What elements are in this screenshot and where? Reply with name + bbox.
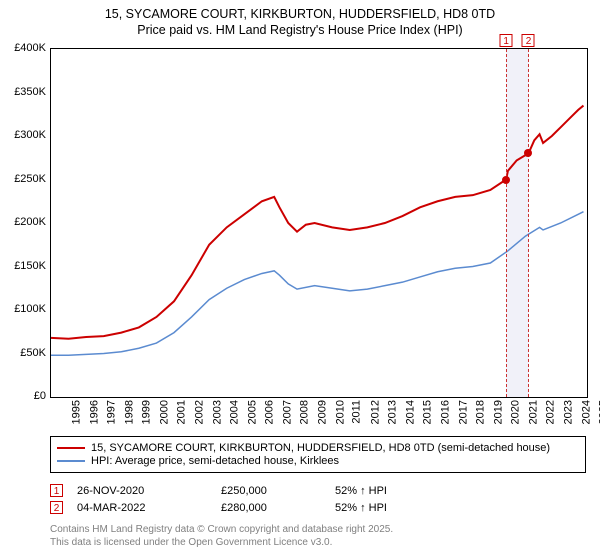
legend-row-price-paid: 15, SYCAMORE COURT, KIRKBURTON, HUDDERSF… <box>57 442 579 454</box>
y-axis-label: £300K <box>2 129 46 141</box>
x-axis-label: 1998 <box>123 400 135 424</box>
sale-row-date: 04-MAR-2022 <box>77 502 207 514</box>
x-axis-label: 2021 <box>527 400 539 424</box>
series-price_paid <box>51 106 583 339</box>
y-axis-label: £0 <box>2 390 46 402</box>
x-axis-label: 2023 <box>563 400 575 424</box>
x-axis-label: 2010 <box>334 400 346 424</box>
y-axis-label: £400K <box>2 42 46 54</box>
legend-row-hpi: HPI: Average price, semi-detached house,… <box>57 455 579 467</box>
x-axis-label: 2017 <box>457 400 469 424</box>
x-axis-label: 2019 <box>492 400 504 424</box>
x-axis-label: 2014 <box>404 400 416 424</box>
x-axis-label: 2020 <box>510 400 522 424</box>
sale-row-hpi: 52% ↑ HPI <box>335 485 455 497</box>
x-axis-label: 2005 <box>246 400 258 424</box>
footer-line1: Contains HM Land Registry data © Crown c… <box>50 524 393 537</box>
x-axis-label: 2006 <box>264 400 276 424</box>
sale-marker-label: 1 <box>500 31 513 49</box>
legend-swatch-hpi <box>57 460 85 462</box>
x-axis-label: 1995 <box>70 400 82 424</box>
x-axis-label: 1999 <box>141 400 153 424</box>
sale-marker-line <box>506 49 507 397</box>
x-axis-label: 2015 <box>422 400 434 424</box>
x-axis-label: 1996 <box>88 400 100 424</box>
sale-row-hpi: 52% ↑ HPI <box>335 502 455 514</box>
sale-row-date: 26-NOV-2020 <box>77 485 207 497</box>
chart-plot-area: 12 <box>50 48 588 398</box>
legend-label-price-paid: 15, SYCAMORE COURT, KIRKBURTON, HUDDERSF… <box>91 442 550 454</box>
sale-row: 1 26-NOV-2020 £250,000 52% ↑ HPI <box>50 484 455 497</box>
y-axis-label: £50K <box>2 347 46 359</box>
x-axis-label: 2008 <box>299 400 311 424</box>
y-axis-label: £200K <box>2 216 46 228</box>
sales-table: 1 26-NOV-2020 £250,000 52% ↑ HPI 2 04-MAR-202… <box>50 480 455 518</box>
x-axis-label: 2012 <box>369 400 381 424</box>
sale-row-price: £280,000 <box>221 502 321 514</box>
x-axis-label: 2024 <box>580 400 592 424</box>
x-axis-label: 2013 <box>387 400 399 424</box>
x-axis-label: 2001 <box>176 400 188 424</box>
sale-dot <box>502 176 510 184</box>
x-axis-label: 2009 <box>317 400 329 424</box>
x-axis-label: 2004 <box>229 400 241 424</box>
legend: 15, SYCAMORE COURT, KIRKBURTON, HUDDERSF… <box>50 436 586 473</box>
y-axis-label: £150K <box>2 260 46 272</box>
x-axis-label: 2016 <box>440 400 452 424</box>
footer-attribution: Contains HM Land Registry data © Crown c… <box>50 524 393 549</box>
y-axis-label: £250K <box>2 173 46 185</box>
footer-line2: This data is licensed under the Open Gov… <box>50 537 393 550</box>
sale-row-price: £250,000 <box>221 485 321 497</box>
x-axis-label: 2022 <box>545 400 557 424</box>
x-axis-label: 2018 <box>475 400 487 424</box>
y-axis-label: £350K <box>2 86 46 98</box>
sale-row: 2 04-MAR-2022 £280,000 52% ↑ HPI <box>50 501 455 514</box>
title-line1: 15, SYCAMORE COURT, KIRKBURTON, HUDDERSF… <box>0 6 600 22</box>
y-axis-label: £100K <box>2 303 46 315</box>
series-hpi <box>51 212 583 356</box>
sale-marker-line <box>528 49 529 397</box>
sale-marker-label: 2 <box>522 31 535 49</box>
legend-swatch-price-paid <box>57 447 85 449</box>
x-axis-label: 2002 <box>194 400 206 424</box>
x-axis-label: 2007 <box>281 400 293 424</box>
sale-row-marker: 1 <box>50 484 63 497</box>
sale-row-marker: 2 <box>50 501 63 514</box>
x-axis-label: 2000 <box>158 400 170 424</box>
x-axis-label: 2003 <box>211 400 223 424</box>
x-axis-label: 2011 <box>351 400 363 424</box>
sale-dot <box>524 149 532 157</box>
x-axis-label: 1997 <box>106 400 118 424</box>
legend-label-hpi: HPI: Average price, semi-detached house,… <box>91 455 339 467</box>
